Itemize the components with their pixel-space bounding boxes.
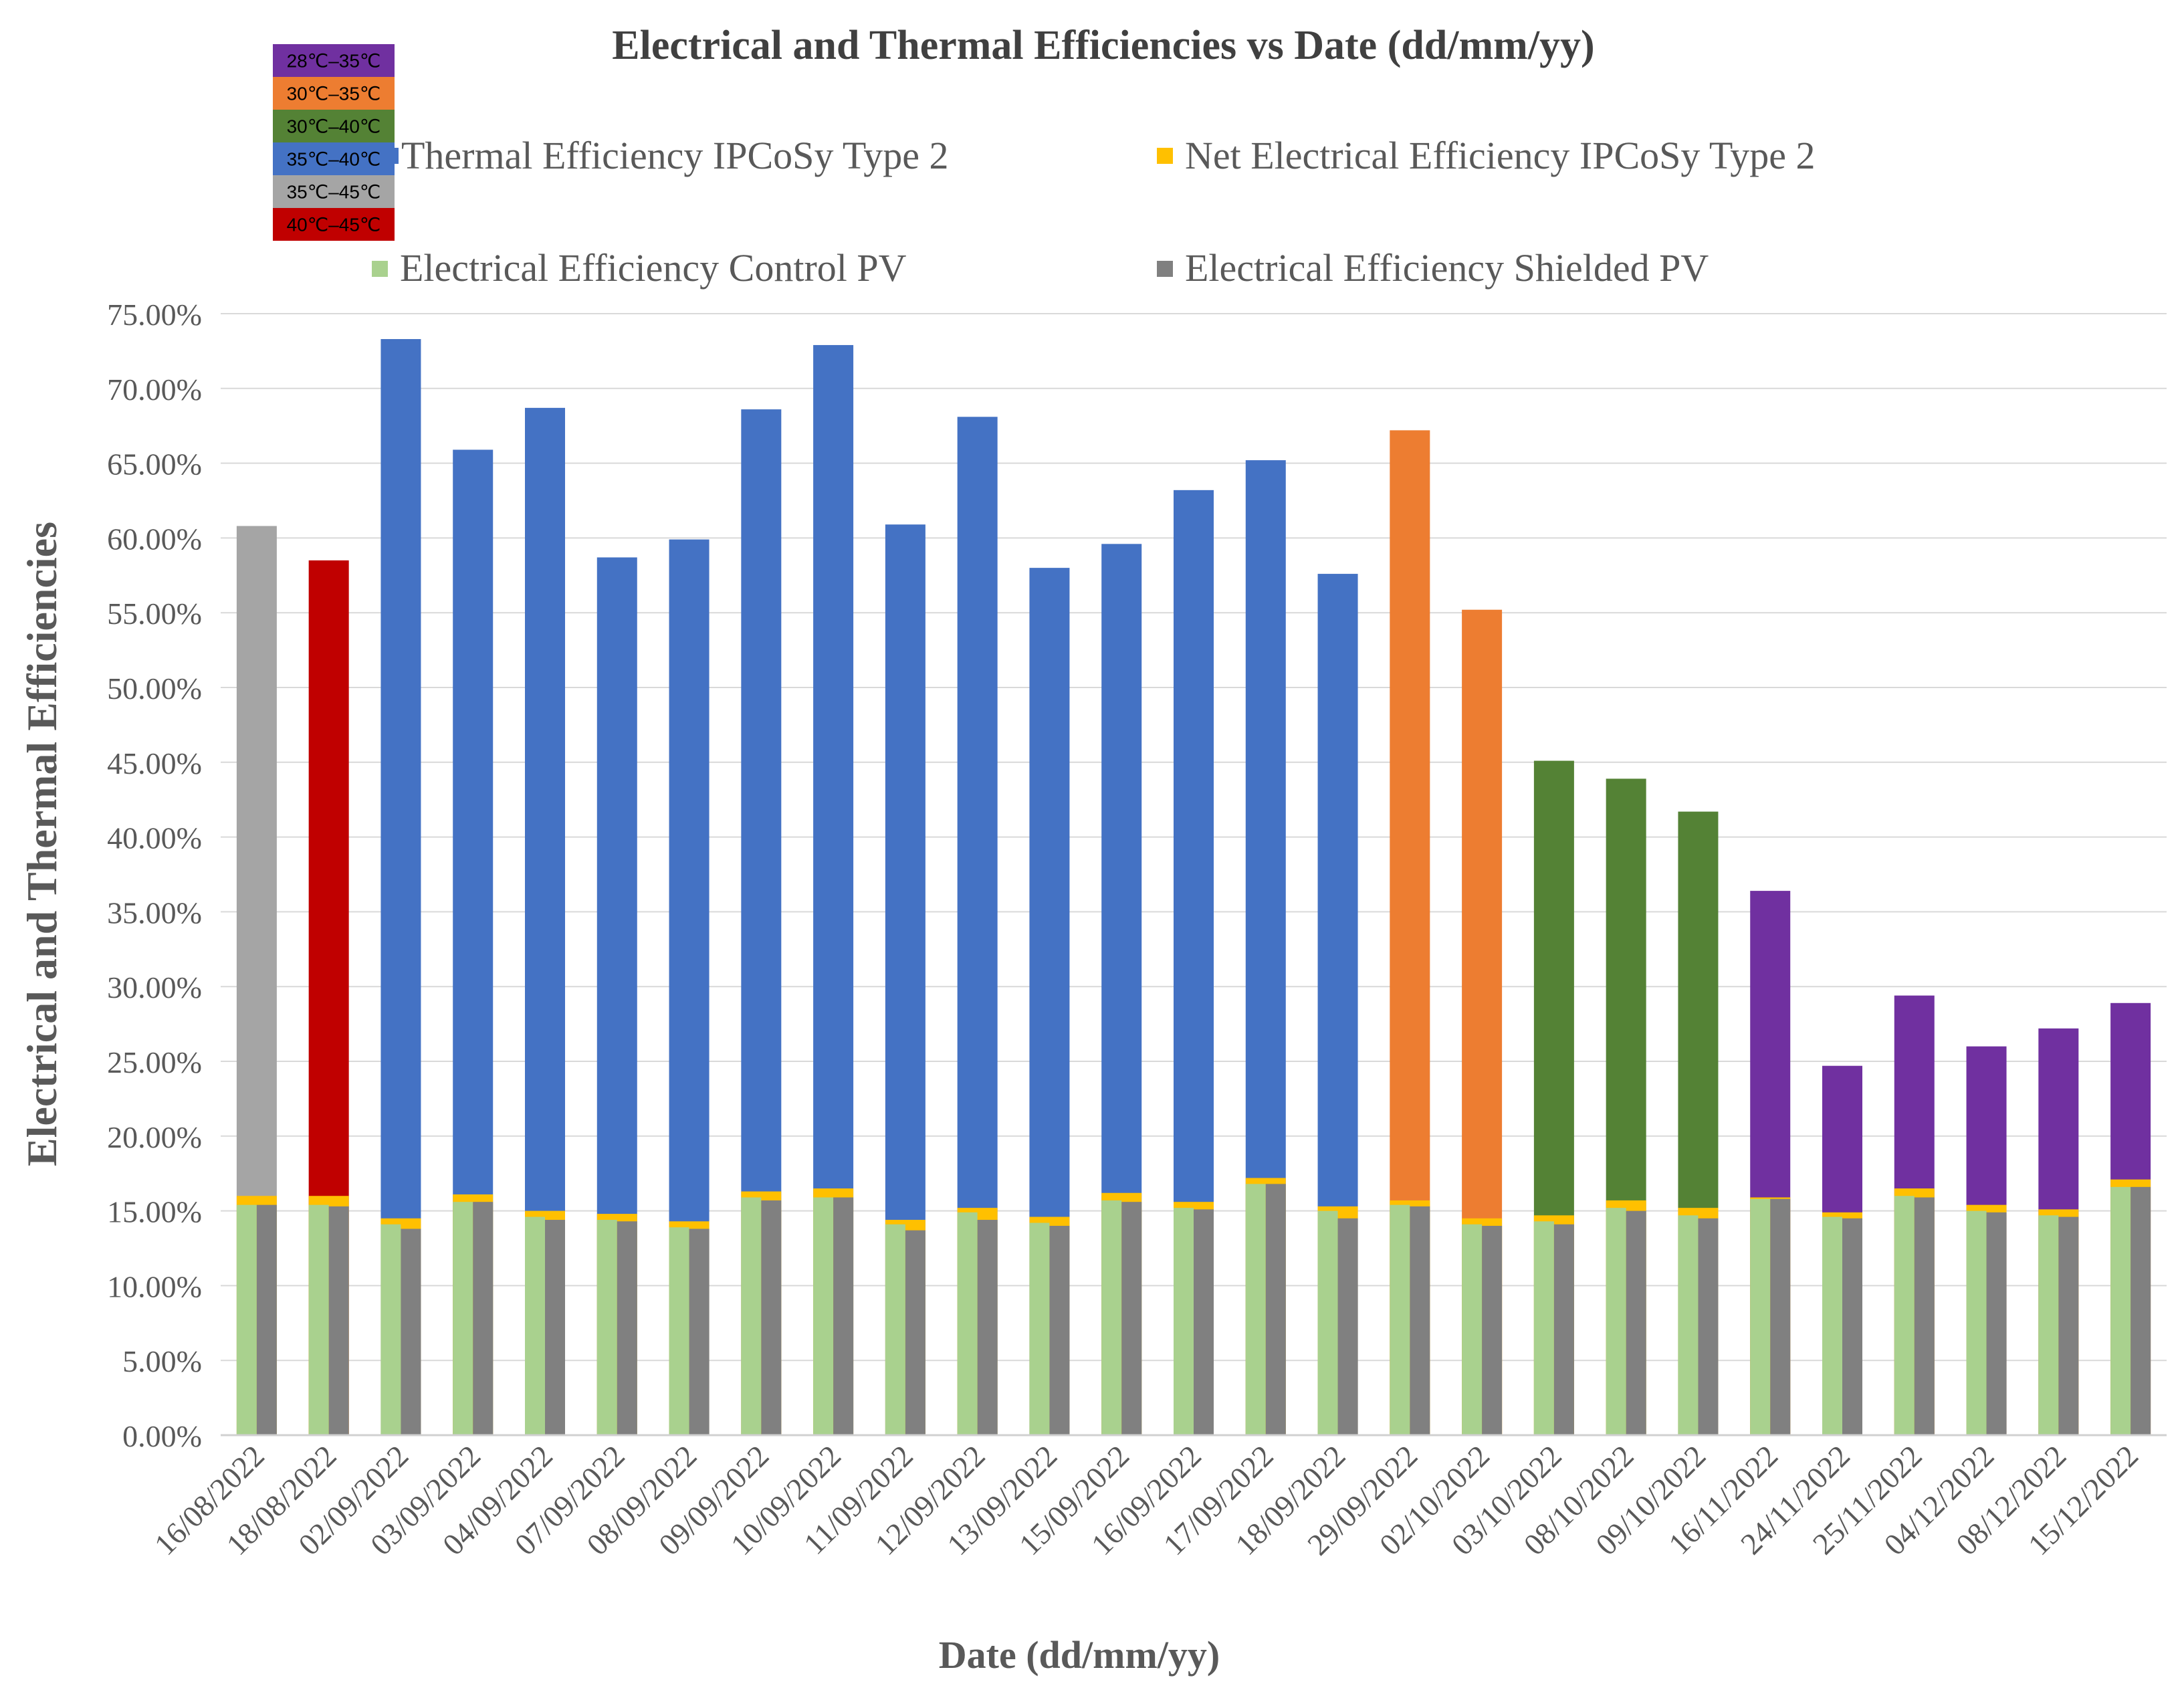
temperature-legend-label: 30℃–35℃ [287,84,381,104]
y-tick-label: 5.00% [122,1344,202,1378]
series-legend: Thermal Efficiency IPCoSy Type 2 Net Ele… [372,134,1815,290]
control-pv-efficiency-bar [1462,1224,1483,1435]
shielded-pv-efficiency-bar [1553,1224,1574,1435]
y-tick-label: 55.00% [107,597,202,631]
control-pv-efficiency-bar [1606,1208,1626,1435]
y-tick-label: 40.00% [107,821,202,855]
legend-swatch-shielded-pv [1157,261,1173,277]
y-tick-label: 45.00% [107,746,202,780]
control-pv-efficiency-bar [813,1197,834,1435]
temperature-legend-box [273,110,395,142]
shielded-pv-efficiency-bar [2058,1216,2079,1435]
legend-label-shielded-pv: Electrical Efficiency Shielded PV [1185,246,1709,290]
temperature-legend-box [273,208,395,241]
shielded-pv-efficiency-bar [1049,1225,1070,1435]
control-pv-efficiency-bar [1317,1210,1338,1435]
shielded-pv-efficiency-bar [1914,1197,1935,1435]
shielded-pv-efficiency-bar [1410,1206,1430,1435]
y-tick-label: 0.00% [122,1419,202,1453]
shielded-pv-efficiency-bar [1626,1210,1646,1435]
shielded-pv-efficiency-bar [1698,1218,1719,1435]
legend-swatch-thermal [383,148,399,164]
shielded-pv-efficiency-bar [689,1229,709,1435]
temperature-legend-label: 35℃–40℃ [287,149,381,170]
shielded-pv-efficiency-bar [833,1197,854,1435]
control-pv-efficiency-bar [885,1224,905,1435]
y-tick-label: 75.00% [107,298,202,332]
shielded-pv-efficiency-bar [1986,1212,2007,1435]
shielded-pv-efficiency-bar [1337,1218,1358,1435]
shielded-pv-efficiency-bar [473,1202,494,1435]
legend-label-thermal: Thermal Efficiency IPCoSy Type 2 [401,134,949,177]
y-tick-label: 60.00% [107,522,202,556]
temperature-legend-label: 35℃–45℃ [287,182,381,203]
shielded-pv-efficiency-bar [256,1204,277,1435]
shielded-pv-efficiency-bar [977,1220,998,1435]
temperature-legend-label: 28℃–35℃ [287,51,381,72]
control-pv-efficiency-bar [1245,1184,1266,1435]
control-pv-efficiency-bar [1029,1223,1050,1435]
control-pv-efficiency-bar [2038,1215,2059,1435]
legend-label-control-pv: Electrical Efficiency Control PV [400,246,907,290]
y-tick-label: 65.00% [107,447,202,482]
control-pv-efficiency-bar [236,1204,257,1435]
legend-label-net-electrical: Net Electrical Efficiency IPCoSy Type 2 [1185,134,1815,177]
bars [236,339,2151,1436]
y-axis-ticks: 0.00% 5.00% 10.00% 15.00% 20.00% 25.00% 30.00%… [107,298,202,1453]
control-pv-efficiency-bar [308,1204,329,1435]
y-tick-label: 20.00% [107,1120,202,1154]
control-pv-efficiency-bar [380,1224,401,1435]
shielded-pv-efficiency-bar [1121,1202,1142,1435]
shielded-pv-efficiency-bar [545,1220,565,1435]
legend-swatch-net-electrical [1157,148,1173,164]
y-tick-label: 25.00% [107,1045,202,1079]
chart-title: Electrical and Thermal Efficiencies vs D… [612,23,1594,68]
control-pv-efficiency-bar [1533,1221,1554,1435]
control-pv-efficiency-bar [669,1227,689,1435]
control-pv-efficiency-bar [1966,1210,1987,1435]
y-tick-label: 10.00% [107,1269,202,1303]
control-pv-efficiency-bar [2110,1186,2131,1435]
control-pv-efficiency-bar [1101,1200,1122,1435]
legend-swatch-control-pv [372,261,388,277]
shielded-pv-efficiency-bar [1842,1218,1862,1435]
temperature-legend-box [273,77,395,110]
x-axis-label: Date (dd/mm/yy) [939,1633,1220,1677]
temperature-legend-label: 40℃–45℃ [287,215,381,235]
control-pv-efficiency-bar [1174,1208,1194,1435]
control-pv-efficiency-bar [1894,1196,1915,1435]
shielded-pv-efficiency-bar [1265,1184,1286,1435]
y-tick-label: 70.00% [107,373,202,407]
control-pv-efficiency-bar [741,1197,762,1435]
temperature-legend: 28℃–35℃ 30℃–35℃ 30℃–40℃ 35℃–40℃ 35℃–45℃ 40℃–4… [273,44,395,241]
control-pv-efficiency-bar [1750,1198,1771,1435]
temperature-legend-box [273,175,395,208]
y-tick-label: 30.00% [107,970,202,1004]
shielded-pv-efficiency-bar [761,1200,782,1435]
control-pv-efficiency-bar [1678,1215,1699,1435]
shielded-pv-efficiency-bar [2131,1186,2151,1435]
y-axis-label: Electrical and Thermal Efficiencies [18,522,66,1166]
control-pv-efficiency-bar [453,1202,473,1435]
temperature-legend-box [273,142,395,175]
y-tick-label: 35.00% [107,895,202,930]
control-pv-efficiency-bar [525,1216,545,1435]
shielded-pv-efficiency-bar [617,1221,637,1435]
control-pv-efficiency-bar [596,1220,617,1435]
control-pv-efficiency-bar [1390,1204,1410,1435]
temperature-legend-label: 30℃–40℃ [287,116,381,137]
shielded-pv-efficiency-bar [1770,1198,1791,1435]
control-pv-efficiency-bar [1822,1216,1842,1435]
shielded-pv-efficiency-bar [1482,1225,1503,1435]
temperature-legend-box [273,44,395,77]
y-tick-label: 50.00% [107,671,202,706]
y-tick-label: 15.00% [107,1195,202,1229]
shielded-pv-efficiency-bar [328,1206,349,1435]
shielded-pv-efficiency-bar [401,1229,421,1435]
control-pv-efficiency-bar [957,1212,978,1435]
shielded-pv-efficiency-bar [1194,1209,1214,1435]
shielded-pv-efficiency-bar [905,1230,925,1435]
